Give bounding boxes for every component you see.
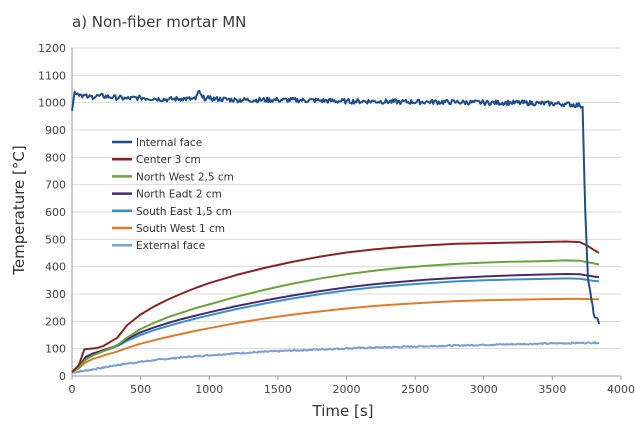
y-tick-label: 700 bbox=[45, 179, 66, 192]
series-line-south-west-1-cm bbox=[71, 297, 599, 373]
x-tick-label: 2000 bbox=[333, 383, 361, 396]
series-lines bbox=[71, 90, 600, 374]
x-tick-label: 2500 bbox=[401, 383, 429, 396]
y-tick-label: 500 bbox=[45, 233, 66, 246]
series-line-north-west-2-5-cm bbox=[71, 259, 600, 373]
series-line-internal-face bbox=[71, 90, 600, 325]
y-tick-label: 800 bbox=[45, 151, 66, 164]
legend-label-external-face: External face bbox=[136, 240, 205, 252]
x-axis-label: Time [s] bbox=[312, 402, 374, 420]
series-line-north-eadt-2-cm bbox=[71, 273, 600, 373]
y-tick-label: 100 bbox=[45, 343, 66, 356]
y-tick-label: 200 bbox=[45, 315, 66, 328]
legend-label-south-east-1-5-cm: South East 1,5 cm bbox=[136, 206, 232, 218]
x-tick-label: 1500 bbox=[264, 383, 292, 396]
y-tick-label: 600 bbox=[45, 206, 66, 219]
y-tick-label: 1100 bbox=[38, 69, 66, 82]
y-tick-label: 0 bbox=[59, 370, 66, 383]
legend-label-north-west-2-5-cm: North West 2,5 cm bbox=[136, 171, 234, 183]
y-tick-label: 1200 bbox=[38, 42, 66, 55]
y-axis-label: Temperature [°C] bbox=[10, 145, 28, 275]
chart-title: a) Non-fiber mortar MN bbox=[72, 13, 246, 31]
legend: Internal face Center 3 cm North West 2,5 c… bbox=[112, 137, 234, 252]
x-tick-label: 3500 bbox=[538, 383, 566, 396]
y-tick-label: 400 bbox=[45, 261, 66, 274]
x-tick-label: 1000 bbox=[195, 383, 223, 396]
x-tick-label: 4000 bbox=[607, 383, 635, 396]
axes: 0 100 200 300 400 500 600 700 800 900 1000 1100 1200… bbox=[38, 42, 635, 396]
x-tick-label: 3000 bbox=[470, 383, 498, 396]
legend-label-north-eadt-2-cm: North Eadt 2 cm bbox=[136, 189, 222, 201]
x-tick-label: 500 bbox=[130, 383, 151, 396]
x-tick-label: 0 bbox=[69, 383, 76, 396]
legend-label-internal-face: Internal face bbox=[136, 137, 202, 149]
y-tick-label: 900 bbox=[45, 124, 66, 137]
legend-label-south-west-1-cm: South West 1 cm bbox=[136, 223, 225, 235]
series-line-external-face bbox=[71, 341, 600, 374]
legend-label-center-3-cm: Center 3 cm bbox=[136, 154, 201, 166]
y-tick-label: 1000 bbox=[38, 97, 66, 110]
series-line-center-3-cm bbox=[71, 240, 600, 373]
y-tick-label: 300 bbox=[45, 288, 66, 301]
